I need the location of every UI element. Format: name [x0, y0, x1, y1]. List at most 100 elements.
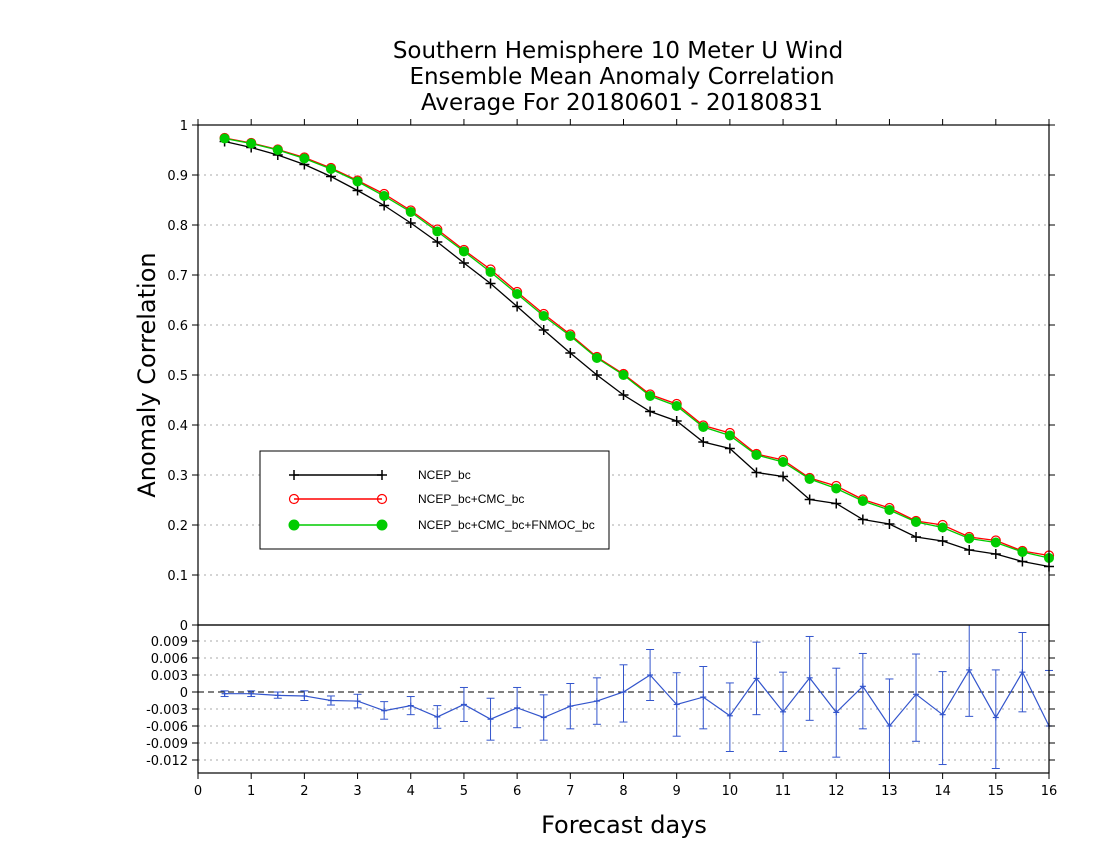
series-point-2	[884, 505, 895, 515]
x-axis-label: Forecast days	[541, 811, 707, 839]
legend-marker	[376, 493, 388, 505]
series-point-2	[272, 145, 283, 155]
lower-y-tick-label: 0.006	[151, 652, 188, 667]
x-tick-label: 14	[934, 784, 951, 799]
legend-label-2: NCEP_bc+CMC_bc+FNMOC_bc	[418, 518, 595, 532]
upper-y-tick-label: 0.2	[167, 519, 188, 534]
error-bar	[938, 671, 947, 766]
difference-point	[780, 708, 787, 715]
series-point-0	[937, 536, 948, 546]
series-point-2	[565, 331, 576, 341]
legend-marker	[288, 519, 300, 531]
series-point-2	[246, 138, 257, 149]
series-point-2	[352, 176, 363, 187]
series-point-2	[538, 311, 549, 321]
upper-y-axis-ticks: 0.1 0.2 0.3 0.4 0.5 0.6 0.7 0.8 0.9 1	[167, 119, 1055, 584]
series-point-0	[379, 200, 390, 211]
difference-point	[593, 698, 600, 705]
difference-point	[514, 704, 521, 711]
lower-y-tick-label: -0.012	[146, 754, 188, 769]
legend-label-1: NCEP_bc+CMC_bc	[418, 492, 524, 506]
error-bar	[912, 653, 921, 742]
upper-y-tick-label: 0.5	[167, 369, 188, 384]
difference-point	[460, 701, 467, 708]
series-point-2	[458, 246, 469, 257]
difference-point	[540, 714, 547, 721]
series-point-0	[645, 406, 656, 417]
legend-marker	[288, 493, 300, 505]
chart-title-line-3: Average For 20180601 - 20180831	[421, 90, 823, 116]
x-tick-label: 11	[775, 784, 792, 799]
series-point-0	[458, 258, 469, 268]
series-point-2	[299, 153, 310, 164]
difference-point	[407, 702, 414, 709]
series-point-2	[432, 226, 443, 237]
series-point-2	[778, 457, 789, 467]
difference-point	[567, 703, 574, 710]
upper-y-tick-label: 0.8	[167, 219, 188, 234]
series-point-0	[751, 467, 762, 478]
upper-y-tick-label: 0.7	[167, 269, 188, 284]
series-point-2	[645, 391, 656, 401]
chart-title-line-2: Ensemble Mean Anomaly Correlation	[409, 64, 834, 90]
series-point-2	[219, 133, 230, 144]
difference-point	[753, 675, 760, 682]
difference-point	[381, 707, 388, 714]
lower-y-tick-label: 0	[180, 686, 188, 701]
series-point-0	[857, 514, 868, 525]
legend-entry-1: NCEP_bc+CMC_bc	[288, 492, 524, 506]
legend-box	[259, 450, 610, 550]
difference-line	[224, 668, 1050, 727]
difference-point	[700, 694, 707, 701]
series-point-2	[804, 474, 815, 484]
x-tick-label: 0	[194, 784, 202, 799]
series-point-0	[778, 471, 789, 482]
difference-point	[221, 690, 228, 697]
series-point-0	[352, 185, 363, 196]
difference-point	[620, 689, 627, 695]
series-point-2	[591, 353, 602, 363]
difference-point	[939, 711, 946, 718]
x-tick-label: 7	[566, 784, 574, 799]
series-point-0	[512, 301, 523, 312]
series-point-0	[671, 416, 682, 426]
legend-label-0: NCEP_bc	[418, 468, 471, 482]
x-tick-label: 3	[353, 784, 361, 799]
difference-point	[487, 716, 494, 723]
difference-point	[1019, 669, 1026, 676]
series-point-2	[831, 483, 842, 494]
difference-point	[327, 697, 334, 704]
difference-point	[913, 691, 920, 698]
difference-point	[806, 674, 813, 681]
series-point-0	[565, 348, 576, 358]
series-point-2	[618, 370, 629, 380]
series-point-2	[325, 164, 336, 174]
series-point-0	[1017, 556, 1028, 567]
series-line-0	[224, 140, 1050, 568]
legend-entry-2: NCEP_bc+CMC_bc+FNMOC_bc	[288, 518, 595, 532]
x-tick-label: 13	[881, 784, 898, 799]
difference-point	[992, 714, 999, 721]
upper-y-tick-label: 0.9	[167, 169, 188, 184]
x-tick-label: 10	[722, 784, 739, 799]
difference-point	[248, 690, 255, 697]
series-point-0	[831, 498, 842, 509]
lower-y-tick-label: -0.009	[146, 737, 188, 752]
series-point-2	[857, 496, 868, 506]
series-point-2	[379, 191, 390, 201]
lower-y-tick-label: 0.003	[151, 669, 188, 684]
difference-point	[966, 666, 973, 673]
difference-point	[673, 701, 680, 708]
series-point-0	[591, 370, 602, 380]
series-point-0	[698, 437, 709, 447]
series-point-0	[405, 218, 416, 228]
series-point-0	[990, 549, 1001, 559]
x-tick-label: 5	[460, 784, 468, 799]
series-point-2	[485, 267, 496, 277]
x-tick-label: 4	[407, 784, 415, 799]
upper-y-tick-label: 1	[180, 119, 188, 134]
series-point-0	[485, 278, 496, 289]
series-point-2	[964, 533, 975, 544]
upper-y-tick-label: 0.3	[167, 469, 188, 484]
